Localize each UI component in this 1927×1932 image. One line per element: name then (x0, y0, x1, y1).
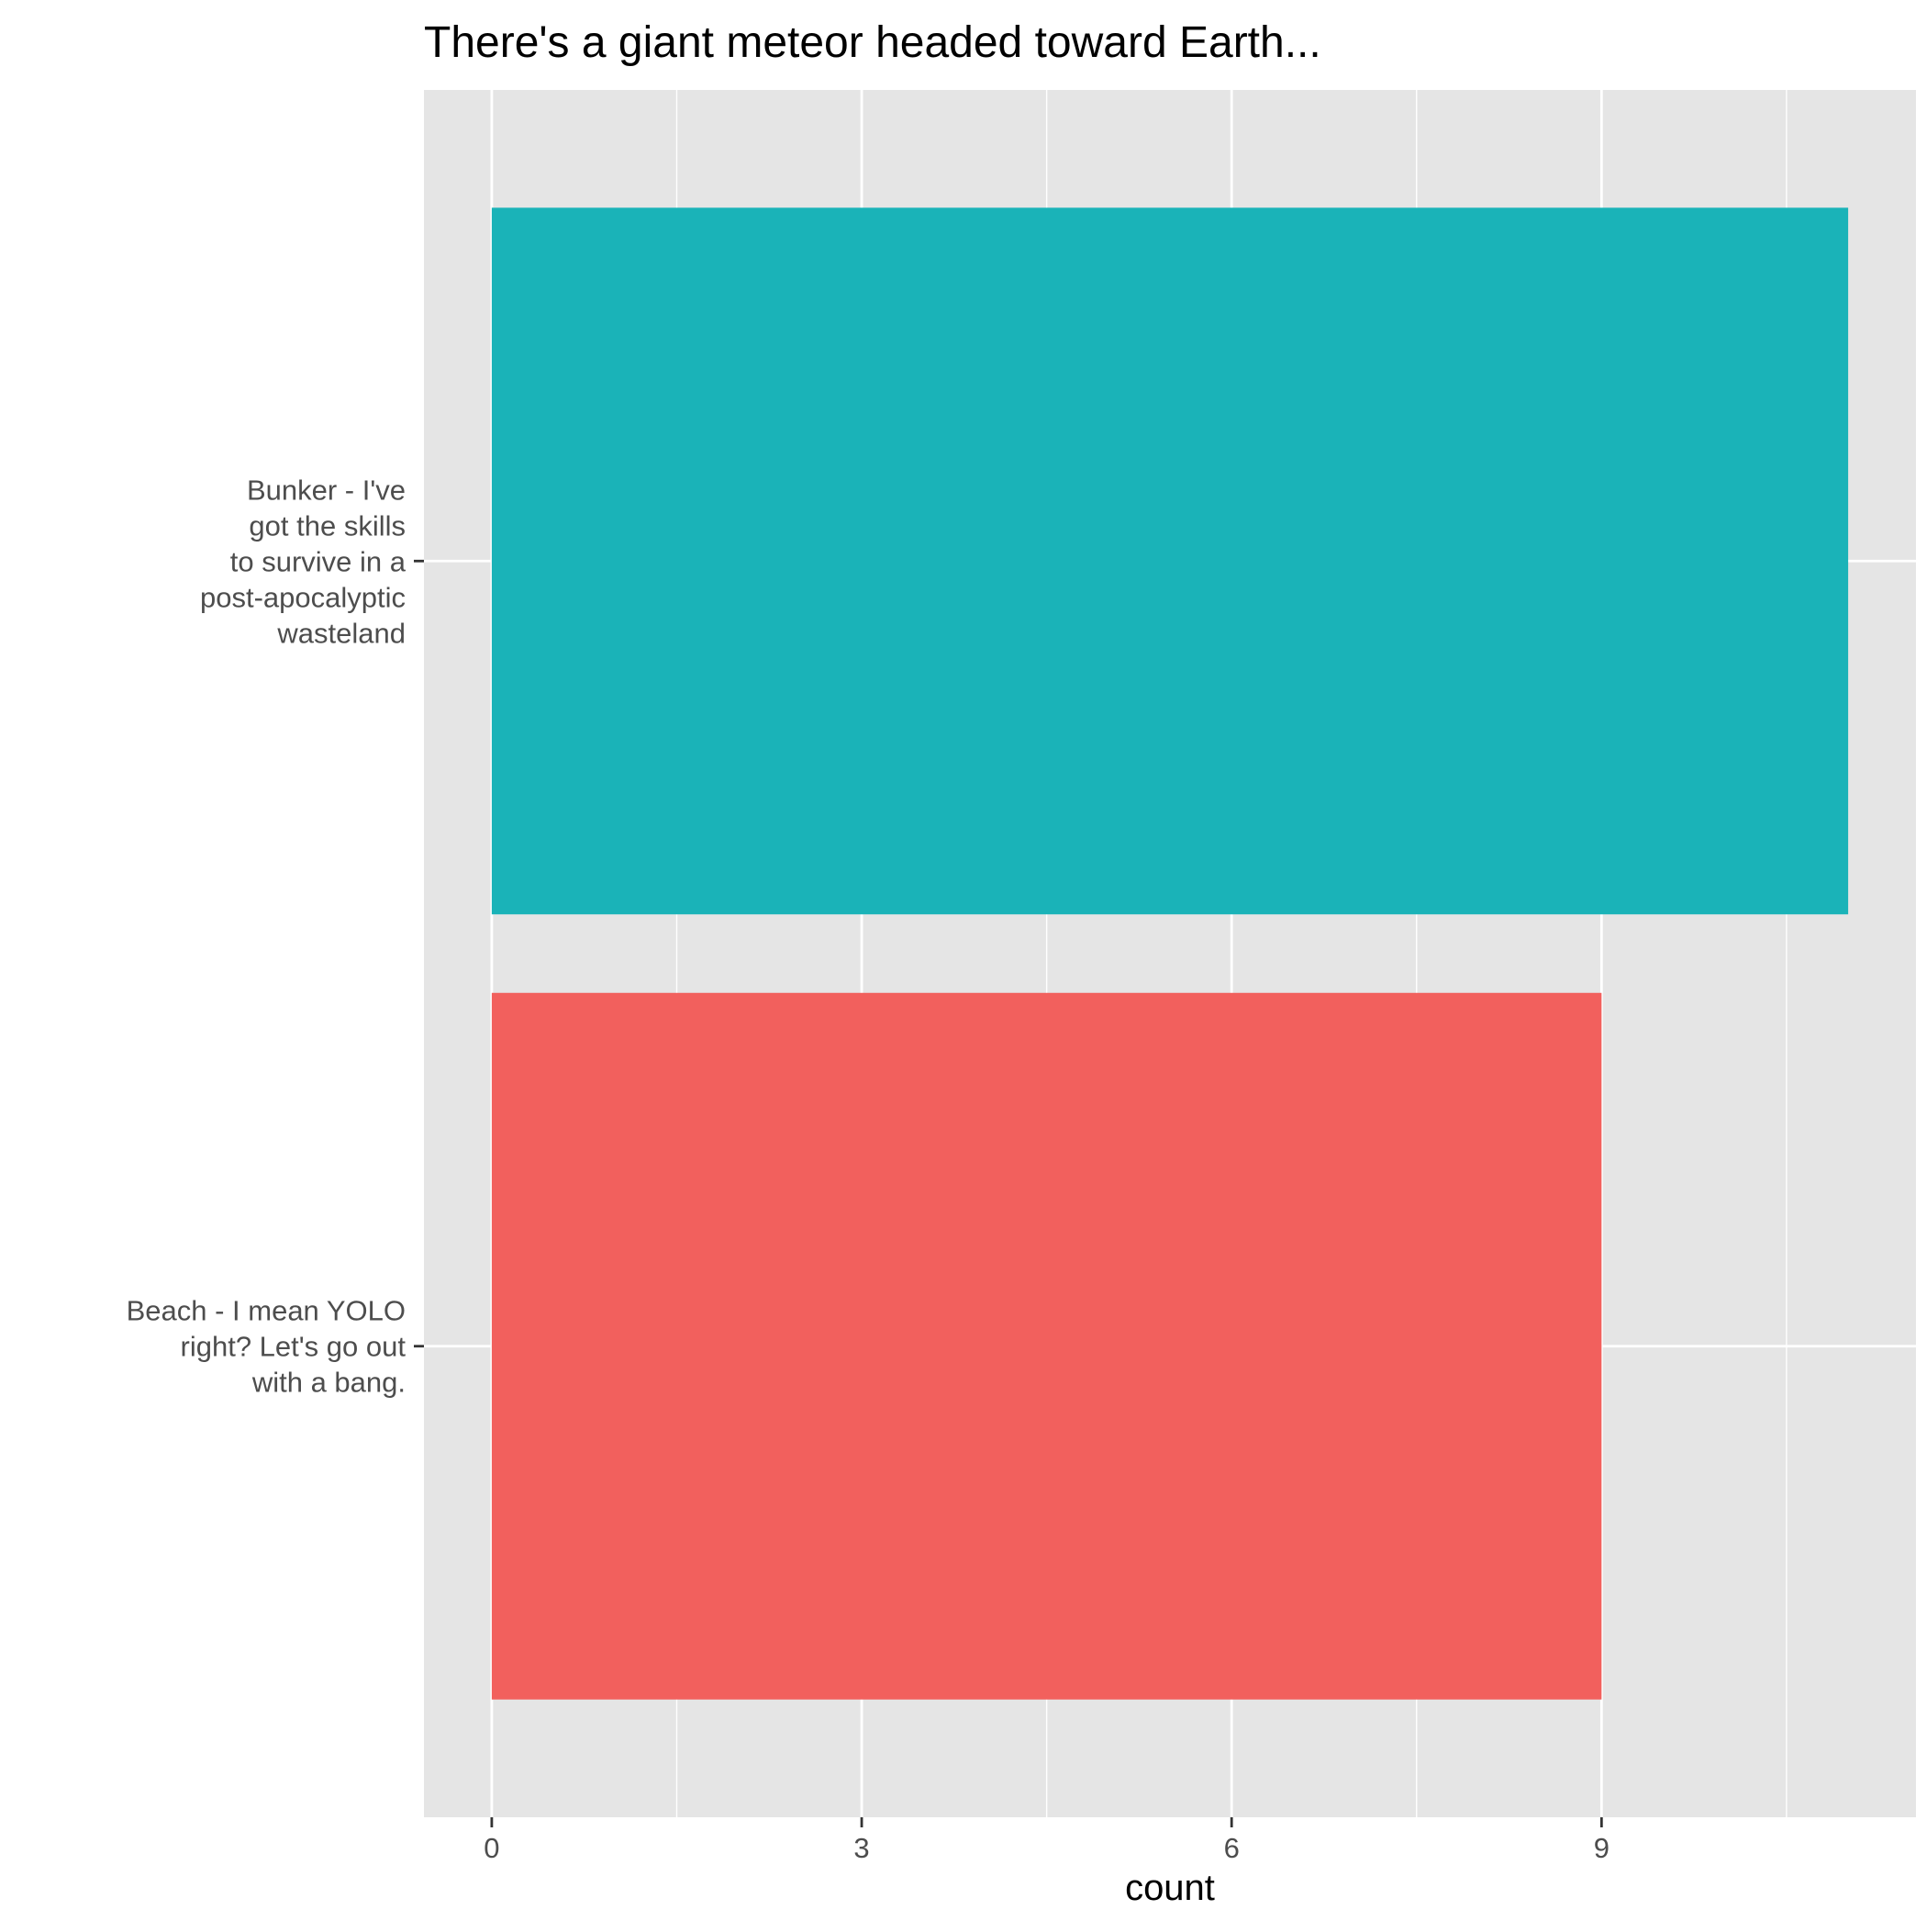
y-tick-label-line: got the skills (249, 509, 406, 542)
y-tick-label: Beach - I mean YOLO right? Let's go out wi… (127, 1295, 407, 1399)
y-tick-label-line: post-apocalyptic (200, 581, 406, 613)
x-tick-label: 0 (484, 1832, 499, 1864)
y-tick-label-line: right? Let's go out (181, 1331, 407, 1363)
x-axis-title: count (1125, 1868, 1215, 1908)
y-tick-label-line: Beach - I mean YOLO (127, 1295, 406, 1327)
y-tick-label-line: Bunker - I've (247, 474, 406, 506)
y-tick-label-line: with a bang. (251, 1367, 406, 1399)
y-tick-label: Bunker - I've got the skills to survive in… (200, 474, 407, 649)
x-tick-label: 9 (1594, 1832, 1610, 1864)
chart-title: There's a giant meteor headed toward Ear… (424, 18, 1321, 67)
x-tick-label: 6 (1224, 1832, 1240, 1864)
y-axis: Bunker - I've got the skills to survive in… (127, 474, 424, 1399)
y-tick-label-line: wasteland (276, 617, 406, 649)
bar (491, 992, 1602, 1700)
bar (491, 207, 1849, 915)
bars (491, 207, 1849, 1700)
x-tick-label: 3 (853, 1832, 869, 1864)
x-axis: 0 3 6 9 (484, 1817, 1610, 1864)
y-tick-label-line: to survive in a (230, 545, 407, 577)
